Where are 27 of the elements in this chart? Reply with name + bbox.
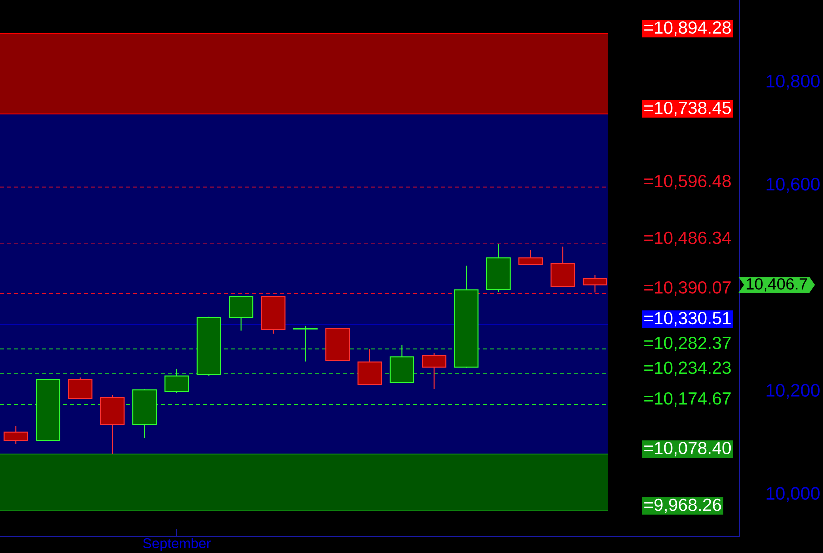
candlestick <box>229 296 254 332</box>
y-tick-label: 10,000 <box>766 487 820 502</box>
ref-line-label: =10,330.51 <box>644 312 731 327</box>
ref-line-label: =10,738.45 <box>644 102 732 116</box>
ref-line-label: =10,174.67 <box>644 392 731 407</box>
ref-line-label: =10,078.40 <box>644 442 732 457</box>
ref-line-label: =10,282.37 <box>644 336 731 352</box>
y-tick-label: 10,600 <box>766 178 820 193</box>
ref-line-label: =10,486.34 <box>644 232 732 246</box>
candlestick <box>4 426 28 445</box>
ref-line-label: =10,390.07 <box>644 281 731 296</box>
ref-line-label: =10,596.48 <box>644 175 731 190</box>
candlestick <box>582 274 608 294</box>
ref-line-label: =10,234.23 <box>644 362 731 376</box>
y-tick-label: 10,200 <box>766 384 820 400</box>
candlestick <box>293 326 318 362</box>
y-tick-label: 10,800 <box>766 75 820 90</box>
candlestick <box>358 348 382 386</box>
candlestick <box>164 368 190 394</box>
ref-line-label: =10,894.28 <box>644 22 731 36</box>
text: 10,406.7 <box>746 278 808 292</box>
candlestick <box>550 246 576 288</box>
candlestick <box>422 353 447 390</box>
x-tick-label: September <box>143 538 211 552</box>
candlestick <box>68 377 93 400</box>
ref-line-label: =9,968.26 <box>644 498 722 514</box>
candlestick <box>518 250 544 266</box>
